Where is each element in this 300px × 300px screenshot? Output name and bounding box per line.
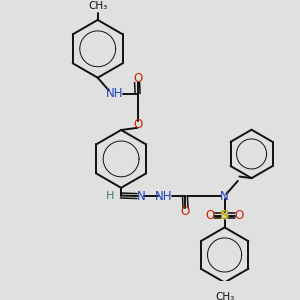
Text: :: : bbox=[216, 210, 219, 220]
Text: O: O bbox=[206, 209, 215, 222]
Text: O: O bbox=[180, 205, 190, 218]
Text: :: : bbox=[230, 210, 233, 220]
Text: N: N bbox=[220, 190, 229, 202]
Text: S: S bbox=[220, 209, 230, 222]
Text: CH₃: CH₃ bbox=[88, 1, 107, 10]
Text: O: O bbox=[133, 118, 142, 131]
Text: H: H bbox=[106, 191, 114, 201]
Text: NH: NH bbox=[155, 190, 172, 202]
Text: CH₃: CH₃ bbox=[215, 292, 234, 300]
Text: O: O bbox=[133, 72, 142, 85]
Text: O: O bbox=[234, 209, 244, 222]
Text: N: N bbox=[136, 190, 145, 202]
Text: NH: NH bbox=[106, 87, 124, 100]
